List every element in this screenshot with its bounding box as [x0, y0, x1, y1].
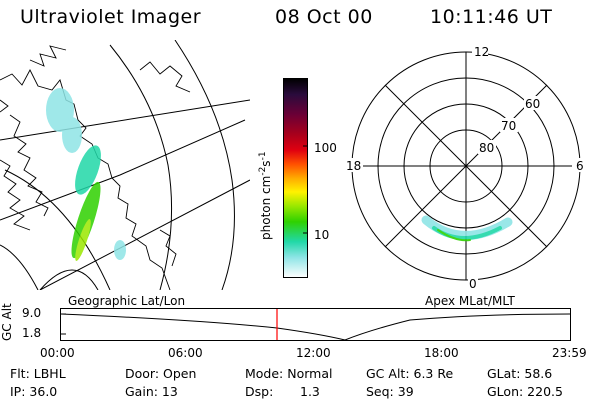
time-tick-0000: 00:00 — [40, 346, 75, 360]
coastline — [0, 99, 49, 217]
meridian-line — [0, 119, 246, 221]
timeline-frame — [60, 308, 571, 341]
meridian-line — [0, 99, 250, 141]
colorbar-unit-label: photon cm-2s-1 — [258, 151, 273, 240]
altitude-curve — [60, 313, 571, 341]
glat-info: GLat: 58.6 — [487, 366, 553, 381]
aurora-patch — [75, 145, 101, 195]
time-tick-1800: 18:00 — [424, 346, 459, 360]
lat-circle — [0, 244, 39, 290]
meridian-line — [39, 179, 250, 290]
lat-label-70: 70 — [501, 119, 516, 133]
time-tick-1200: 12:00 — [296, 346, 331, 360]
dsp-value: 1.3 — [300, 384, 320, 399]
color-scale-bar — [283, 78, 308, 278]
altitude-tick-low: 1.8 — [22, 326, 42, 340]
polar-plot: 12 18 6 0 80 70 60 — [345, 44, 584, 291]
coastline — [29, 45, 67, 67]
filter-info: Flt: LBHL — [10, 366, 66, 381]
lat-label-60: 60 — [525, 97, 540, 111]
dsp-label: Dsp: — [245, 384, 274, 399]
geographic-panel-label: Geographic Lat/Lon — [68, 294, 186, 308]
door-info: Door: Open — [125, 366, 197, 381]
colorbar-tick-10: 10 — [314, 228, 330, 242]
mlt-label-6: 6 — [576, 159, 584, 173]
altitude-timeline — [60, 308, 571, 341]
coastline — [139, 61, 191, 93]
altitude-axis-label: GC Alt — [0, 303, 14, 341]
aurora-patch — [114, 240, 126, 260]
meridian-line — [4, 169, 111, 290]
seq-info: Seq: 39 — [366, 384, 414, 399]
altitude-tick-high: 9.0 — [22, 306, 42, 320]
gc-alt-info: GC Alt: 6.3 Re — [366, 366, 454, 381]
colorbar-tick-100: 100 — [314, 141, 337, 155]
mode-info: Mode: Normal — [245, 366, 333, 381]
aurora-patch — [75, 219, 91, 261]
glon-info: GLon: 220.5 — [487, 384, 563, 399]
polar-axis — [384, 84, 548, 248]
polar-panel-label: Apex MLat/MLT — [425, 294, 515, 308]
lat-circle — [174, 40, 235, 290]
mlt-label-0: 0 — [469, 277, 477, 291]
gain-info: Gain: 13 — [125, 384, 178, 399]
aurora-oval — [437, 229, 471, 242]
lat-circle — [39, 269, 99, 290]
aurora-patch — [71, 181, 101, 259]
lat-circle — [109, 44, 173, 290]
time-label: 10:11:46 UT — [430, 6, 553, 28]
app-title: Ultraviolet Imager — [20, 6, 202, 28]
time-tick-0600: 06:00 — [168, 346, 203, 360]
time-tick-2359: 23:59 — [552, 346, 587, 360]
lat-label-80: 80 — [479, 141, 494, 155]
aurora-patch — [62, 117, 82, 153]
coastline — [0, 159, 31, 231]
mlt-label-18: 18 — [346, 159, 361, 173]
date-label: 08 Oct 00 — [275, 6, 373, 28]
geographic-map — [0, 40, 250, 290]
coastline — [159, 229, 177, 267]
mlt-label-12: 12 — [474, 45, 489, 59]
ip-info: IP: 36.0 — [10, 384, 58, 399]
